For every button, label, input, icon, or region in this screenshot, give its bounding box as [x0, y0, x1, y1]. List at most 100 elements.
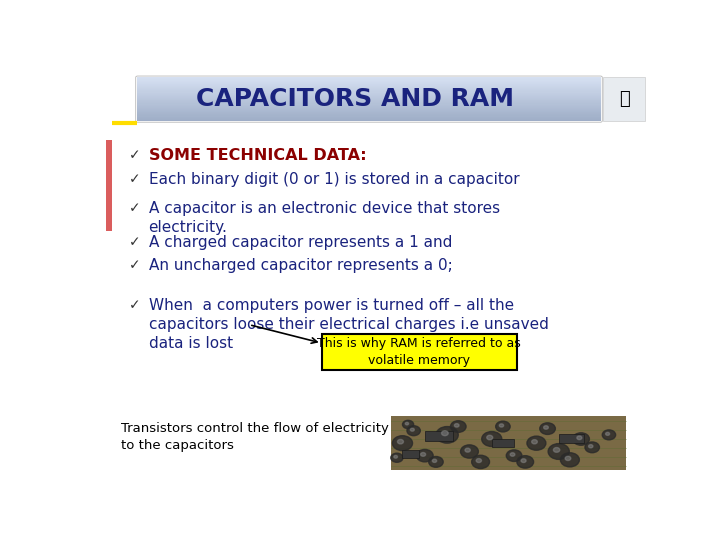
- Text: Transistors control the flow of electricity
to the capacitors: Transistors control the flow of electric…: [121, 422, 389, 453]
- Bar: [138, 96, 600, 97]
- Bar: [603, 77, 645, 121]
- Bar: [138, 119, 600, 120]
- Bar: [402, 450, 419, 458]
- Circle shape: [441, 431, 449, 436]
- Bar: [492, 439, 514, 447]
- Circle shape: [416, 449, 433, 462]
- Circle shape: [510, 453, 515, 456]
- Bar: [138, 89, 600, 90]
- Circle shape: [527, 436, 546, 450]
- Circle shape: [428, 456, 444, 467]
- Bar: [138, 109, 600, 110]
- Bar: [138, 107, 600, 108]
- Circle shape: [554, 448, 559, 453]
- Circle shape: [499, 424, 504, 427]
- Bar: [106, 140, 112, 231]
- Text: A charged capacitor represents a 1 and: A charged capacitor represents a 1 and: [148, 235, 452, 250]
- Text: Each binary digit (0 or 1) is stored in a capacitor: Each binary digit (0 or 1) is stored in …: [148, 172, 519, 187]
- Circle shape: [506, 450, 522, 462]
- Circle shape: [487, 435, 492, 440]
- Circle shape: [495, 421, 510, 432]
- Bar: [138, 87, 600, 88]
- Bar: [322, 334, 517, 369]
- Circle shape: [548, 443, 570, 460]
- Circle shape: [482, 431, 502, 447]
- Bar: [138, 94, 600, 96]
- Text: ✓: ✓: [129, 235, 140, 249]
- Bar: [559, 434, 584, 443]
- Circle shape: [436, 427, 459, 443]
- Bar: [138, 86, 600, 87]
- Circle shape: [544, 426, 549, 429]
- Circle shape: [565, 456, 571, 461]
- Bar: [138, 83, 600, 84]
- Text: 🧑: 🧑: [618, 90, 629, 108]
- Bar: [138, 85, 600, 86]
- Circle shape: [476, 458, 482, 463]
- Text: SOME TECHNICAL DATA:: SOME TECHNICAL DATA:: [148, 148, 366, 163]
- Circle shape: [585, 442, 600, 453]
- Bar: [138, 93, 600, 94]
- Circle shape: [572, 433, 590, 446]
- Text: ✓: ✓: [129, 201, 140, 215]
- Bar: [138, 108, 600, 109]
- Bar: [138, 104, 600, 105]
- Circle shape: [606, 433, 610, 435]
- Bar: [138, 106, 600, 107]
- Text: This is why RAM is referred to as
volatile memory: This is why RAM is referred to as volati…: [318, 337, 521, 367]
- Circle shape: [472, 455, 490, 469]
- Circle shape: [521, 459, 526, 463]
- Bar: [425, 431, 453, 441]
- Circle shape: [394, 455, 397, 458]
- Circle shape: [397, 440, 403, 444]
- Text: When  a computers power is turned off – all the
capacitors loose their electrica: When a computers power is turned off – a…: [148, 299, 549, 350]
- Bar: [138, 82, 600, 83]
- Bar: [138, 100, 600, 102]
- Circle shape: [465, 448, 470, 452]
- Bar: [138, 77, 600, 78]
- Text: ✓: ✓: [129, 172, 140, 186]
- Bar: [138, 118, 600, 119]
- Text: An uncharged capacitor represents a 0;: An uncharged capacitor represents a 0;: [148, 258, 452, 273]
- Circle shape: [560, 453, 580, 467]
- Circle shape: [392, 436, 413, 451]
- Circle shape: [391, 453, 403, 462]
- Circle shape: [588, 444, 593, 448]
- Bar: [138, 110, 600, 111]
- Circle shape: [461, 445, 478, 458]
- Bar: [138, 79, 600, 80]
- Circle shape: [410, 428, 414, 431]
- Bar: [138, 105, 600, 106]
- Circle shape: [517, 456, 534, 468]
- Circle shape: [602, 430, 616, 440]
- Bar: [138, 88, 600, 89]
- Bar: [138, 97, 600, 98]
- Text: ✓: ✓: [129, 148, 140, 162]
- Bar: [138, 113, 600, 114]
- Bar: [138, 102, 600, 103]
- Bar: [138, 103, 600, 104]
- Circle shape: [451, 421, 466, 433]
- Circle shape: [531, 440, 537, 444]
- Bar: [138, 92, 600, 93]
- Text: A capacitor is an electronic device that stores
electricity.: A capacitor is an electronic device that…: [148, 201, 500, 235]
- Bar: [138, 80, 600, 82]
- Bar: [392, 416, 626, 470]
- Bar: [138, 112, 600, 113]
- Bar: [138, 90, 600, 91]
- Circle shape: [432, 459, 437, 462]
- Bar: [138, 116, 600, 117]
- Bar: [138, 111, 600, 112]
- Text: ✓: ✓: [129, 258, 140, 272]
- Text: CAPACITORS AND RAM: CAPACITORS AND RAM: [196, 87, 514, 111]
- Text: ✓: ✓: [129, 299, 140, 313]
- Circle shape: [407, 426, 420, 436]
- Bar: [138, 91, 600, 92]
- Bar: [138, 120, 600, 121]
- Circle shape: [402, 420, 413, 429]
- Bar: [138, 84, 600, 85]
- Circle shape: [577, 436, 582, 440]
- Bar: [138, 98, 600, 99]
- Bar: [138, 99, 600, 100]
- Circle shape: [420, 453, 426, 456]
